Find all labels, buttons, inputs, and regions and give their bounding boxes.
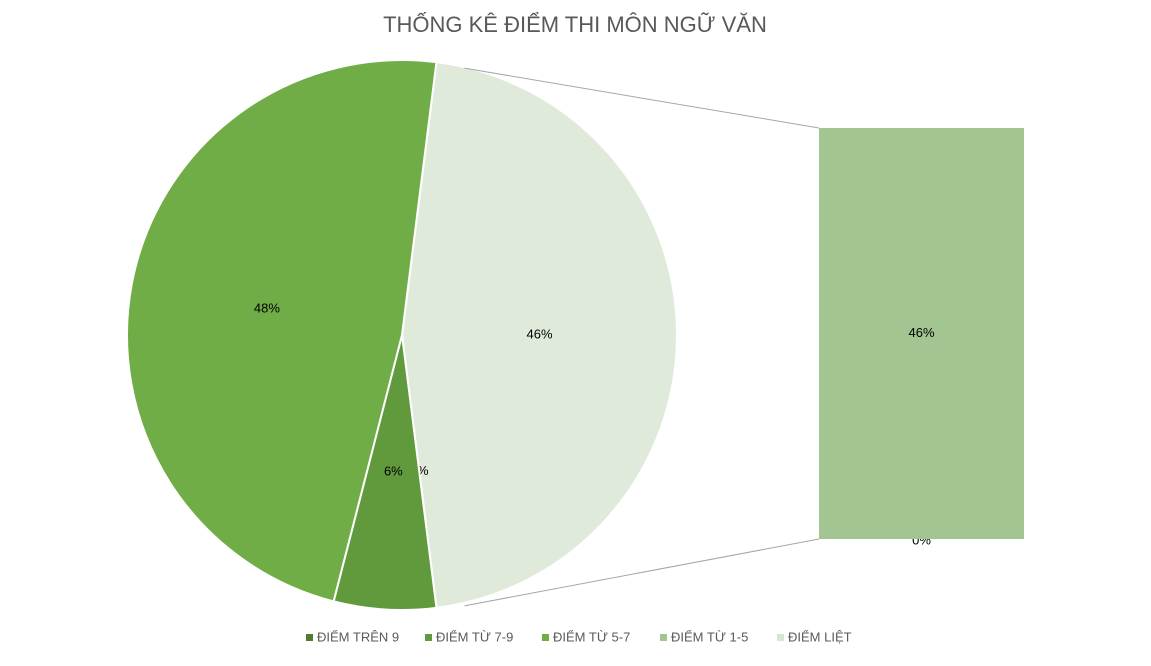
legend-label: ĐIỂM TỪ 5-7 (553, 629, 630, 644)
legend-marker (777, 634, 784, 641)
connector-line (464, 538, 820, 607)
data-label: 48% (254, 301, 280, 316)
data-label: 46% (908, 325, 934, 340)
bar-segment (819, 128, 1024, 539)
legend-label: ĐIỂM TRÊN 9 (317, 629, 399, 644)
connector-line (464, 67, 820, 129)
legend-marker (306, 634, 313, 641)
data-label: 6% (384, 464, 403, 479)
legend-label: ĐIỂM TỪ 7-9 (436, 629, 513, 644)
legend-label: ĐIỂM LIỆT (788, 629, 852, 644)
legend-marker (660, 634, 667, 641)
legend-label: ĐIỂM TỪ 1-5 (671, 629, 748, 644)
pie-slice (126, 59, 438, 603)
legend-marker (542, 634, 549, 641)
pie-slice (400, 61, 679, 609)
legend-marker (425, 634, 432, 641)
chart-title: THỐNG KÊ ĐIỂM THI MÔN NGỮ VĂN (383, 11, 767, 37)
data-label: 46% (526, 326, 552, 341)
